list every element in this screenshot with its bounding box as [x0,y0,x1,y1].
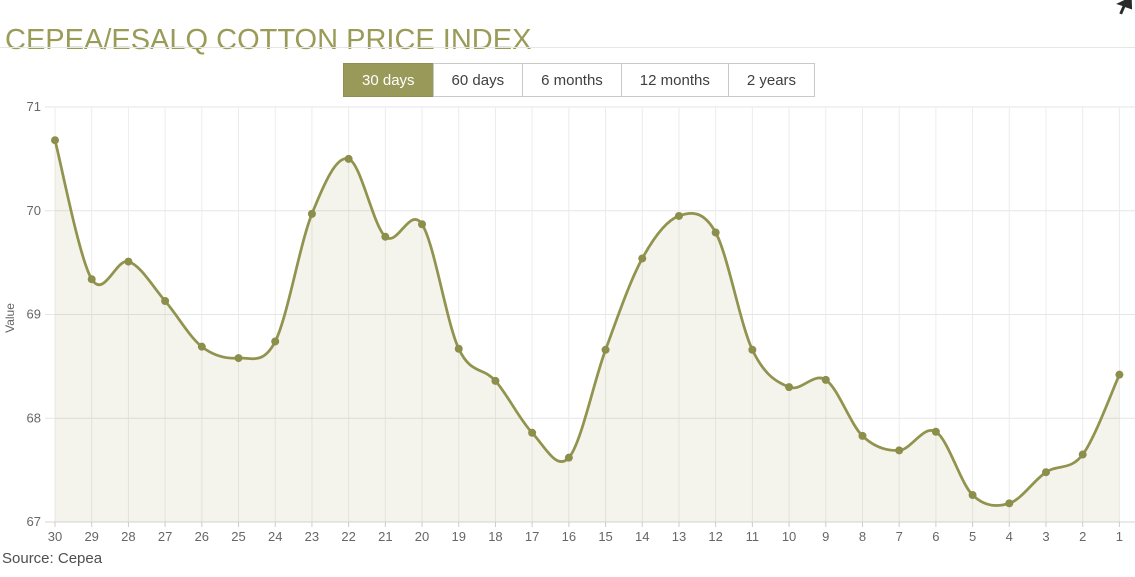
range-button-30-days[interactable]: 30 days [343,63,434,97]
data-point-marker[interactable] [821,375,830,384]
y-axis-label: 68 [27,410,41,425]
x-axis-label: 20 [415,529,429,544]
x-axis-label: 19 [452,529,466,544]
y-axis-label: 69 [27,307,41,322]
data-point-marker[interactable] [454,344,463,353]
data-point-marker[interactable] [381,232,390,241]
range-selector: 30 days 60 days 6 months 12 months 2 years [343,63,816,97]
source-note: Source: Cepea [2,550,103,567]
data-point-marker[interactable] [307,209,316,218]
data-point-marker[interactable] [858,431,867,440]
x-axis-label: 25 [231,529,245,544]
page-title: CEPEA/ESALQ COTTON PRICE INDEX [5,24,532,57]
data-point-marker[interactable] [491,376,500,385]
range-button-60-days[interactable]: 60 days [432,63,524,97]
data-point-marker[interactable] [638,254,647,263]
x-axis-label: 26 [195,529,209,544]
x-axis-label: 18 [488,529,502,544]
data-point-marker[interactable] [601,345,610,354]
area-fill [55,140,1120,522]
data-point-marker[interactable] [87,275,96,284]
data-point-marker[interactable] [271,337,280,346]
y-axis-label: 71 [27,99,41,114]
x-axis-label: 12 [708,529,722,544]
data-point-marker[interactable] [51,136,59,145]
x-axis-label: 10 [782,529,796,544]
data-point-marker[interactable] [674,211,683,220]
x-axis-label: 9 [822,529,829,544]
x-axis-label: 17 [525,529,539,544]
data-point-marker[interactable] [785,383,794,392]
data-point-marker[interactable] [528,428,537,437]
x-axis-label: 21 [378,529,392,544]
data-point-marker[interactable] [1115,370,1124,379]
mouse-cursor-icon [1113,0,1133,16]
x-axis-label: 29 [84,529,98,544]
x-axis-label: 5 [969,529,976,544]
data-point-marker[interactable] [1078,450,1087,459]
x-axis-label: 16 [562,529,576,544]
x-axis-label: 22 [341,529,355,544]
data-point-marker[interactable] [197,342,206,351]
data-point-marker[interactable] [124,257,133,266]
x-axis-label: 4 [1006,529,1013,544]
x-axis-label: 6 [932,529,939,544]
range-button-6-months[interactable]: 6 months [522,63,622,97]
data-point-marker[interactable] [748,345,757,354]
x-axis-label: 2 [1079,529,1086,544]
data-point-marker[interactable] [1005,499,1014,508]
range-button-12-months[interactable]: 12 months [620,63,729,97]
data-point-marker[interactable] [1041,468,1050,477]
y-axis-label: 70 [27,203,41,218]
data-point-marker[interactable] [234,354,243,363]
x-axis-label: 1 [1116,529,1123,544]
header-divider [0,47,1135,48]
x-axis-label: 24 [268,529,282,544]
y-axis-label: 67 [27,514,41,529]
data-point-marker[interactable] [968,491,977,500]
x-axis-label: 8 [859,529,866,544]
range-button-2-years[interactable]: 2 years [727,63,816,97]
data-point-marker[interactable] [344,154,353,163]
data-point-marker[interactable] [564,453,573,462]
data-point-marker[interactable] [711,228,720,237]
x-axis-label: 30 [48,529,62,544]
x-axis-label: 15 [598,529,612,544]
x-axis-label: 3 [1042,529,1049,544]
x-axis-label: 23 [305,529,319,544]
data-point-marker[interactable] [895,446,904,455]
x-axis-label: 11 [746,529,760,544]
x-axis-label: 13 [672,529,686,544]
data-point-marker[interactable] [161,297,170,306]
x-axis-label: 14 [635,529,649,544]
price-line [53,138,1121,507]
data-point-marker[interactable] [931,427,940,436]
data-point-marker[interactable] [418,220,427,229]
x-axis-label: 28 [121,529,135,544]
y-axis-title: Value [3,303,17,333]
x-axis-label: 27 [158,529,172,544]
x-axis-label: 7 [896,529,903,544]
